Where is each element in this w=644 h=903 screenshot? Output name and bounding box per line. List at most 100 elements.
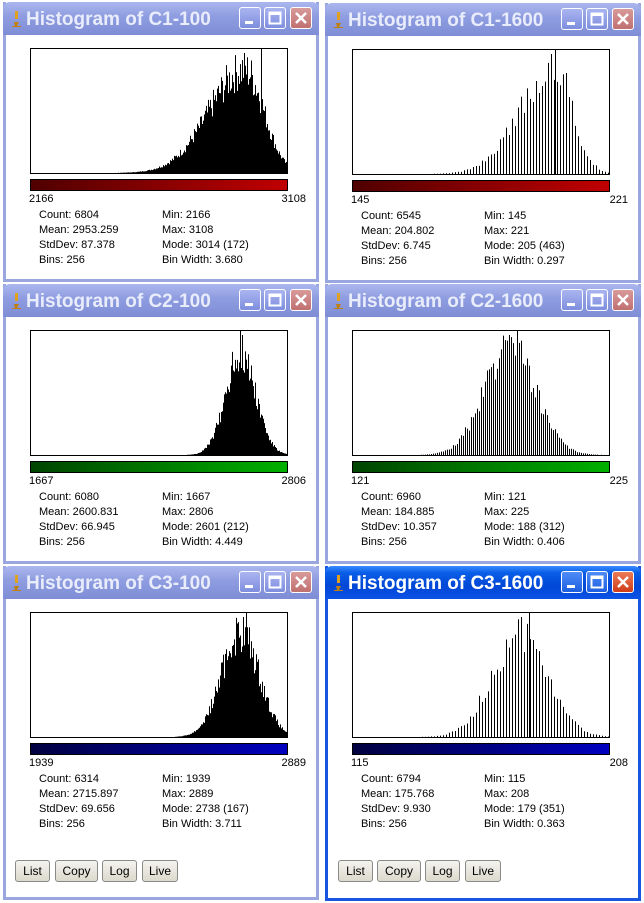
window-title: Histogram of C3-1600: [348, 573, 544, 594]
axis-max-label: 2889: [281, 757, 306, 769]
histogram-panel: 2166 3108 Count: 6804 Min: 2166 Mean: 29…: [6, 35, 316, 279]
stat-mean: Mean: 2715.897: [39, 788, 119, 800]
stat-min: Min: 1939: [162, 773, 211, 785]
stat-mode: Mode: 179 (351): [484, 803, 565, 815]
histogram-plot: [352, 49, 610, 175]
microscope-icon: [334, 12, 343, 28]
stat-mean: Mean: 204.802: [361, 225, 435, 237]
microscope-icon: [334, 293, 343, 309]
maximize-icon: [268, 11, 282, 25]
histogram-plot: [352, 612, 610, 738]
stat-bin-width: Bin Width: 3.711: [162, 818, 242, 830]
stat-bin-width: Bin Width: 0.406: [484, 536, 565, 548]
close-icon: [617, 576, 629, 588]
close-button[interactable]: [612, 571, 634, 593]
lut-bar: [30, 179, 288, 191]
close-button[interactable]: [290, 571, 312, 593]
microscope-icon: [334, 575, 343, 591]
histogram-window-c2-100: Histogram of C2-100 1667 2806 Count: 608…: [3, 284, 319, 564]
microscope-icon: [12, 11, 21, 27]
stat-stddev: StdDev: 87.378: [39, 239, 115, 251]
axis-max-label: 208: [609, 757, 628, 769]
stat-bin-width: Bin Width: 4.449: [162, 536, 243, 548]
log-button[interactable]: Log: [425, 860, 460, 882]
log-button[interactable]: Log: [102, 860, 137, 882]
minimize-button[interactable]: [561, 571, 583, 593]
stat-mode: Mode: 205 (463): [484, 240, 565, 252]
lut-bar: [352, 180, 610, 192]
stat-bins: Bins: 256: [361, 536, 407, 548]
minimize-button[interactable]: [239, 7, 261, 29]
close-button[interactable]: [290, 7, 312, 29]
stat-bins: Bins: 256: [39, 818, 85, 830]
minimize-button[interactable]: [561, 8, 583, 30]
maximize-button[interactable]: [264, 7, 286, 29]
stat-count: Count: 6960: [361, 491, 421, 503]
lut-bar: [352, 461, 610, 473]
maximize-icon: [590, 293, 604, 307]
stat-max: Max: 208: [484, 788, 530, 800]
stat-mode: Mode: 188 (312): [484, 521, 565, 533]
maximize-icon: [590, 12, 604, 26]
stat-count: Count: 6545: [361, 210, 421, 222]
stat-stddev: StdDev: 9.930: [361, 803, 431, 815]
axis-max-label: 225: [609, 475, 628, 487]
stat-bins: Bins: 256: [361, 818, 407, 830]
title-bar[interactable]: Histogram of C2-1600: [325, 284, 641, 317]
maximize-button[interactable]: [586, 289, 608, 311]
stat-bins: Bins: 256: [361, 255, 407, 267]
histogram-panel: 145 221 Count: 6545 Min: 145 Mean: 204.8…: [328, 36, 638, 280]
window-title: Histogram of C1-1600: [348, 10, 544, 31]
close-button[interactable]: [290, 289, 312, 311]
axis-min-label: 115: [351, 757, 369, 769]
stat-max: Max: 2889: [162, 788, 214, 800]
title-bar[interactable]: Histogram of C2-100: [3, 284, 319, 317]
histogram-panel: 121 225 Count: 6960 Min: 121 Mean: 184.8…: [328, 317, 638, 561]
copy-button[interactable]: Copy: [377, 860, 421, 882]
list-button[interactable]: List: [15, 860, 50, 882]
title-bar[interactable]: Histogram of C1-100: [3, 2, 319, 35]
maximize-button[interactable]: [264, 571, 286, 593]
axis-min-label: 2166: [29, 193, 54, 205]
histogram-plot: [30, 330, 288, 456]
stat-stddev: StdDev: 6.745: [361, 240, 431, 252]
histogram-window-c3-1600: Histogram of C3-1600 115 208 Count: 6794…: [325, 566, 641, 901]
stat-stddev: StdDev: 10.357: [361, 521, 437, 533]
maximize-icon: [268, 575, 282, 589]
copy-button[interactable]: Copy: [55, 860, 98, 882]
minimize-button[interactable]: [561, 289, 583, 311]
list-button[interactable]: List: [338, 860, 373, 882]
histogram-window-c1-1600: Histogram of C1-1600 145 221 Count: 6545…: [325, 3, 641, 283]
minimize-icon: [245, 21, 253, 24]
live-button[interactable]: Live: [142, 860, 178, 882]
title-bar[interactable]: Histogram of C3-100: [3, 566, 319, 599]
minimize-button[interactable]: [239, 571, 261, 593]
lut-bar: [352, 743, 610, 755]
minimize-button[interactable]: [239, 289, 261, 311]
minimize-icon: [245, 303, 253, 306]
stat-min: Min: 115: [484, 773, 526, 785]
histogram-panel: 1939 2889 Count: 6314 Min: 1939 Mean: 27…: [6, 599, 316, 897]
axis-min-label: 121: [351, 475, 370, 487]
stat-stddev: StdDev: 69.656: [39, 803, 115, 815]
maximize-button[interactable]: [586, 571, 608, 593]
stat-mean: Mean: 2953.259: [39, 224, 119, 236]
histogram-plot: [30, 48, 288, 174]
maximize-button[interactable]: [586, 8, 608, 30]
title-bar[interactable]: Histogram of C1-1600: [325, 3, 641, 36]
stat-bins: Bins: 256: [39, 254, 85, 266]
maximize-button[interactable]: [264, 289, 286, 311]
axis-max-label: 2806: [281, 475, 306, 487]
close-button[interactable]: [612, 8, 634, 30]
stat-bin-width: Bin Width: 3.680: [162, 254, 243, 266]
close-button[interactable]: [612, 289, 634, 311]
stat-mean: Mean: 184.885: [361, 506, 435, 518]
lut-bar: [30, 743, 288, 755]
histogram-window-c3-100: Histogram of C3-100 1939 2889 Count: 631…: [3, 566, 319, 900]
stat-bin-width: Bin Width: 0.297: [484, 255, 565, 267]
histogram-window-c2-1600: Histogram of C2-1600 121 225 Count: 6960…: [325, 284, 641, 564]
title-bar[interactable]: Histogram of C3-1600: [325, 566, 641, 599]
microscope-icon: [12, 293, 21, 309]
live-button[interactable]: Live: [465, 860, 501, 882]
stat-bins: Bins: 256: [39, 536, 85, 548]
